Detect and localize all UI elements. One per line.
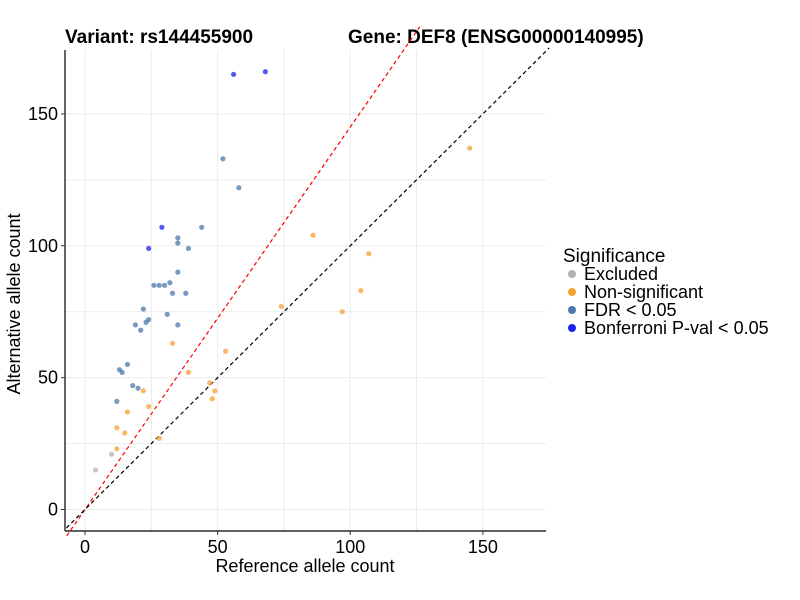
point-fdr-0-05 bbox=[140, 306, 146, 312]
y-tick-label: 50 bbox=[38, 368, 58, 388]
point-bonferroni-p-val-0-05 bbox=[146, 245, 152, 252]
y-axis-title: Alternative allele count bbox=[4, 213, 24, 394]
point-non-significant bbox=[222, 348, 229, 354]
legend-label-excluded: Excluded bbox=[584, 264, 658, 284]
gene-title: Gene: DEF8 (ENSG00000140995) bbox=[348, 27, 644, 48]
point-non-significant bbox=[366, 251, 372, 257]
point-fdr-0-05 bbox=[119, 369, 125, 375]
y-tick-label: 0 bbox=[48, 500, 58, 520]
point-non-significant bbox=[146, 404, 152, 410]
point-fdr-0-05 bbox=[185, 245, 192, 252]
legend-label-bonferroni-p-val-0-05: Bonferroni P-val < 0.05 bbox=[584, 318, 769, 338]
point-fdr-0-05 bbox=[175, 240, 181, 246]
legend-key-bonferroni-p-val-0-05 bbox=[568, 324, 576, 332]
legend-label-fdr-0-05: FDR < 0.05 bbox=[584, 300, 677, 320]
point-non-significant bbox=[122, 430, 128, 436]
point-fdr-0-05 bbox=[161, 282, 168, 288]
x-tick-label: 50 bbox=[208, 537, 228, 557]
point-fdr-0-05 bbox=[175, 322, 181, 328]
point-non-significant bbox=[358, 288, 364, 294]
point-non-significant bbox=[114, 425, 120, 431]
point-fdr-0-05 bbox=[199, 224, 205, 230]
point-fdr-0-05 bbox=[236, 185, 242, 191]
point-fdr-0-05 bbox=[146, 317, 152, 323]
point-fdr-0-05 bbox=[156, 282, 162, 288]
point-non-significant bbox=[467, 145, 473, 151]
tick-labels: 0 50 100 150 0 50 100 150 bbox=[28, 104, 498, 557]
legend-label-non-significant: Non-significant bbox=[584, 282, 703, 302]
x-tick-label: 0 bbox=[80, 537, 90, 557]
point-non-significant bbox=[124, 409, 131, 415]
y-tick-label: 150 bbox=[28, 104, 58, 124]
grid-lines bbox=[65, 50, 546, 531]
legend-key-non-significant bbox=[568, 288, 576, 296]
point-non-significant bbox=[185, 369, 192, 375]
point-fdr-0-05 bbox=[151, 282, 157, 288]
point-bonferroni-p-val-0-05 bbox=[159, 224, 165, 230]
point-non-significant bbox=[212, 388, 218, 394]
point-bonferroni-p-val-0-05 bbox=[230, 71, 237, 77]
point-bonferroni-p-val-0-05 bbox=[262, 69, 268, 75]
point-fdr-0-05 bbox=[220, 156, 226, 162]
legend-key-excluded bbox=[568, 270, 576, 278]
y-tick-label: 100 bbox=[28, 236, 58, 256]
red-diagonal-line bbox=[66, 26, 421, 537]
point-non-significant bbox=[207, 380, 213, 386]
point-fdr-0-05 bbox=[175, 269, 181, 275]
x-axis-title: Reference allele count bbox=[215, 556, 394, 576]
point-fdr-0-05 bbox=[164, 311, 170, 317]
point-fdr-0-05 bbox=[130, 382, 136, 389]
point-fdr-0-05 bbox=[135, 385, 141, 391]
point-non-significant bbox=[278, 303, 284, 310]
point-non-significant bbox=[339, 309, 345, 315]
point-non-significant bbox=[209, 396, 215, 402]
point-fdr-0-05 bbox=[167, 280, 173, 286]
point-fdr-0-05 bbox=[138, 327, 144, 333]
variant-title: Variant: rs144455900 bbox=[65, 27, 253, 48]
point-fdr-0-05 bbox=[175, 235, 181, 241]
x-tick-label: 100 bbox=[335, 537, 365, 557]
point-non-significant bbox=[169, 340, 176, 346]
black-diagonal-line bbox=[66, 47, 550, 529]
point-excluded bbox=[93, 467, 99, 473]
point-non-significant bbox=[140, 388, 146, 394]
point-fdr-0-05 bbox=[169, 290, 176, 296]
reference-lines bbox=[66, 26, 550, 537]
point-fdr-0-05 bbox=[183, 290, 189, 296]
axes bbox=[61, 50, 546, 535]
legend: Significance ExcludedNon-significantFDR … bbox=[563, 246, 769, 338]
legend-title: Significance bbox=[563, 246, 665, 267]
point-fdr-0-05 bbox=[114, 398, 120, 404]
point-non-significant bbox=[310, 232, 316, 238]
legend-key-fdr-0-05 bbox=[568, 306, 576, 314]
data-points bbox=[93, 69, 473, 473]
point-fdr-0-05 bbox=[132, 322, 138, 328]
point-non-significant bbox=[114, 446, 120, 452]
x-tick-label: 150 bbox=[468, 537, 498, 557]
point-non-significant bbox=[156, 435, 162, 441]
point-fdr-0-05 bbox=[124, 361, 131, 368]
point-excluded bbox=[108, 451, 115, 457]
